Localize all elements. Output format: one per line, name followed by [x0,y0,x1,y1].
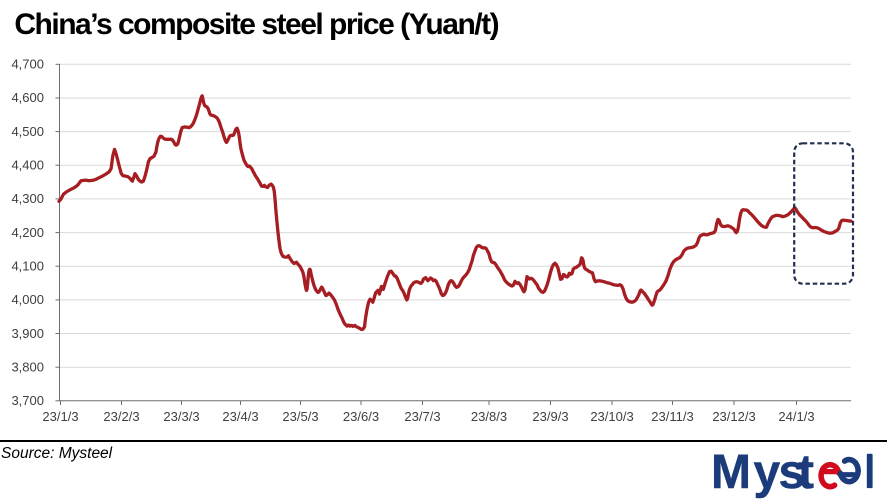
svg-text:23/4/3: 23/4/3 [222,409,258,424]
svg-text:23/2/3: 23/2/3 [103,409,139,424]
svg-text:4,400: 4,400 [11,158,44,173]
svg-text:23/8/3: 23/8/3 [471,409,507,424]
svg-text:4,000: 4,000 [11,292,44,307]
svg-text:y: y [754,446,781,499]
svg-text:4,100: 4,100 [11,259,44,274]
svg-text:4,600: 4,600 [11,90,44,105]
svg-text:t: t [798,446,814,499]
svg-text:23/1/3: 23/1/3 [42,409,78,424]
svg-text:23/12/3: 23/12/3 [712,409,755,424]
svg-text:23/6/3: 23/6/3 [343,409,379,424]
svg-text:23/3/3: 23/3/3 [163,409,199,424]
svg-text:3,700: 3,700 [11,393,44,408]
svg-text:23/9/3: 23/9/3 [532,409,568,424]
svg-text:23/5/3: 23/5/3 [282,409,318,424]
svg-text:M: M [711,446,751,499]
svg-text:23/10/3: 23/10/3 [590,409,633,424]
svg-text:4,300: 4,300 [11,191,44,206]
svg-text:23/11/3: 23/11/3 [651,409,693,424]
svg-text:24/1/3: 24/1/3 [778,409,814,424]
svg-text:4,200: 4,200 [11,225,44,240]
svg-text:3,900: 3,900 [11,326,44,341]
svg-text:s: s [779,446,806,499]
svg-text:3,800: 3,800 [11,360,44,375]
svg-text:4,500: 4,500 [11,124,44,139]
svg-text:4,700: 4,700 [11,57,44,72]
svg-text:23/7/3: 23/7/3 [404,409,440,424]
